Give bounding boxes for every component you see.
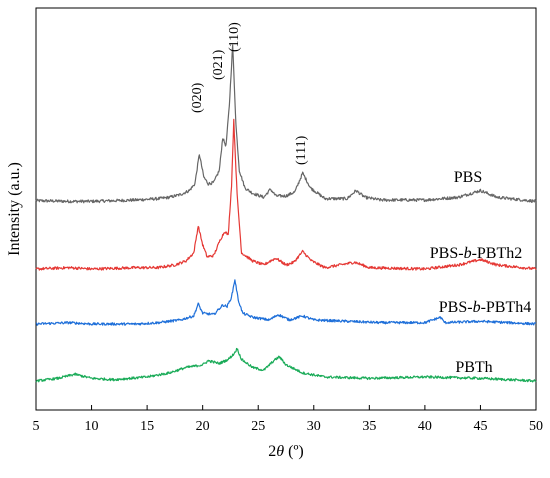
series-label-part: PBTh bbox=[455, 359, 492, 376]
x-tick-label: 10 bbox=[85, 419, 99, 434]
peak-label: (110) bbox=[227, 22, 242, 52]
x-axis-label-part: θ bbox=[276, 443, 284, 460]
series-label-part: PBS- bbox=[430, 245, 464, 262]
series-label: PBS bbox=[454, 169, 482, 186]
x-tick-label: 25 bbox=[251, 419, 265, 434]
plot-frame bbox=[35, 7, 537, 411]
peak-label: (020) bbox=[190, 82, 205, 113]
labels-group: PBSPBS-b-PBTh2PBS-b-PBTh4PBTh(020)(021)(… bbox=[190, 22, 531, 376]
series-line-pbs bbox=[35, 44, 537, 204]
series-line-pbth bbox=[35, 347, 537, 383]
y-axis-label: Intensity (a.u.) bbox=[6, 162, 23, 256]
x-tick-label: 5 bbox=[33, 419, 40, 434]
peak-label: (021) bbox=[211, 49, 226, 80]
x-tick-label: 50 bbox=[529, 419, 543, 434]
series-label-part: PBS bbox=[454, 169, 482, 186]
peak-label: (111) bbox=[294, 135, 309, 165]
series-label-part: -PBTh4 bbox=[481, 299, 532, 316]
series-label-part: b bbox=[473, 299, 481, 316]
x-tick-label: 40 bbox=[418, 419, 432, 434]
series-line-pbs-b-pbth4 bbox=[35, 279, 537, 326]
x-tick-label: 20 bbox=[196, 419, 210, 434]
series-label: PBS-b-PBTh2 bbox=[430, 245, 522, 262]
series-label-part: -PBTh2 bbox=[472, 245, 523, 262]
x-tick-label: 45 bbox=[473, 419, 487, 434]
series-line-pbs-b-pbth2 bbox=[35, 118, 537, 271]
series-label-part: b bbox=[464, 245, 472, 262]
series-label-part: PBS- bbox=[439, 299, 473, 316]
series-group bbox=[35, 44, 537, 383]
x-tick-label: 15 bbox=[140, 419, 154, 434]
x-axis-label: 2θ (º) bbox=[268, 443, 303, 460]
x-tick-label: 30 bbox=[307, 419, 321, 434]
x-axis-label-part: 2 bbox=[268, 443, 276, 460]
series-label: PBS-b-PBTh4 bbox=[439, 299, 531, 316]
x-tick-label: 35 bbox=[362, 419, 376, 434]
series-label: PBTh bbox=[455, 359, 492, 376]
x-axis-label-part: (º) bbox=[284, 443, 304, 460]
axes: 5 10 15 20 25 30 35 40 45 50 2θ (º) Intensity (a.u.… bbox=[6, 7, 543, 460]
